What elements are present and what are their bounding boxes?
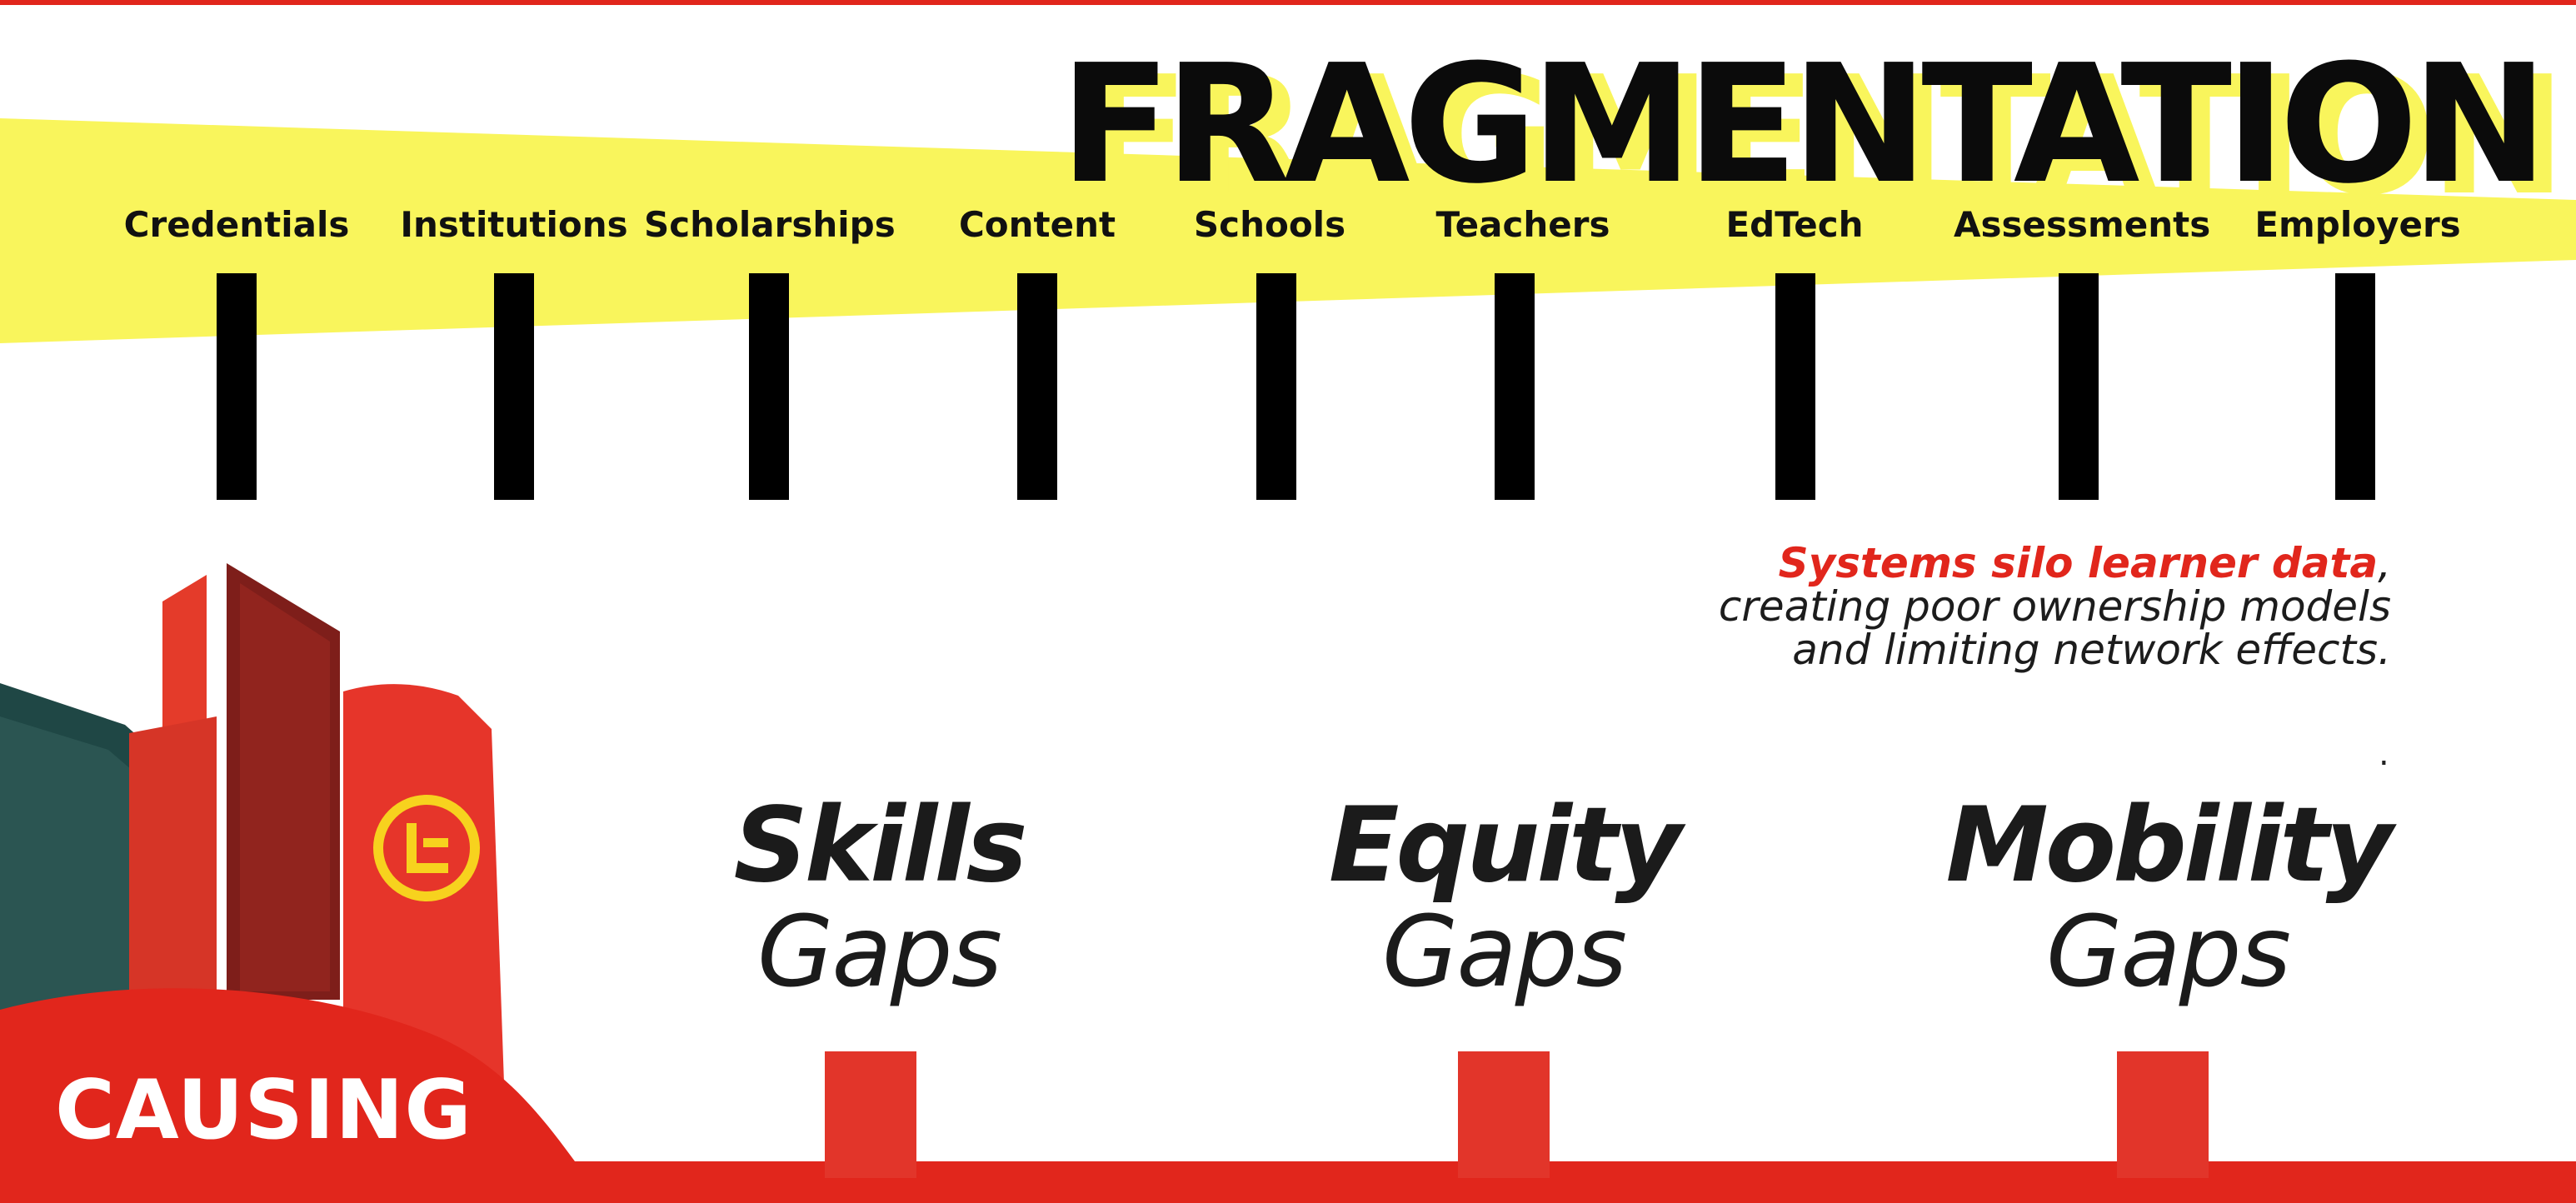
gap-bar-equity [1458, 1051, 1550, 1178]
statement-line-3: and limiting network effects. [1792, 626, 2391, 674]
gap-subtitle-equity: Gaps [1381, 894, 1627, 1009]
category-label-credentials: Credentials [123, 204, 350, 245]
statement-line-1: Systems silo learner data, [1391, 542, 2391, 585]
gap-title-equity: Equity [1328, 786, 1682, 906]
gap-subtitle-mobility: Gaps [2045, 894, 2291, 1009]
statement-line-2: creating poor ownership models [1718, 582, 2391, 631]
category-label-teachers: Teachers [1435, 204, 1610, 245]
statement-highlight: Systems silo learner data [1778, 539, 2379, 587]
silo-statement: Systems silo learner data, creating poor… [1391, 542, 2391, 671]
city-buildings-illustration [0, 563, 504, 1083]
red-base-shape [0, 988, 2576, 1203]
category-bar-institutions [494, 273, 534, 500]
category-bar-edtech [1775, 273, 1815, 500]
logo-circle [373, 795, 480, 901]
category-bar-schools [1256, 273, 1296, 500]
category-label-content: Content [958, 204, 1116, 245]
category-label-scholarships: Scholarships [644, 204, 896, 245]
page-title: FRAGMENTATION [1060, 30, 2549, 220]
category-label-schools: Schools [1193, 204, 1346, 245]
category-bar-content [1017, 273, 1057, 500]
category-bar-teachers [1495, 273, 1535, 500]
causing-label: CAUSING [55, 1063, 472, 1158]
gap-bar-mobility [2117, 1051, 2209, 1178]
statement-comma: , [2378, 539, 2391, 587]
gap-title-skills: Skills [733, 786, 1027, 906]
category-label-assessments: Assessments [1954, 204, 2211, 245]
gap-title-mobility: Mobility [1945, 786, 2394, 906]
category-label-employers: Employers [2254, 204, 2461, 245]
title-shadow: FRAGMENTATION [1078, 42, 2567, 232]
category-bar-assessments [2059, 273, 2099, 500]
category-bar-credentials [217, 273, 257, 500]
category-label-edtech: EdTech [1725, 204, 1864, 245]
logo-l-icon [407, 823, 448, 873]
gap-bar-skills [825, 1051, 916, 1178]
top-border [0, 0, 2576, 5]
category-label-institutions: Institutions [400, 204, 628, 245]
category-bar-scholarships [749, 273, 789, 500]
category-bar-employers [2335, 273, 2375, 500]
gap-subtitle-skills: Gaps [756, 894, 1002, 1009]
yellow-highlight-stripe [0, 118, 2576, 343]
stray-dot: . [2379, 735, 2389, 773]
